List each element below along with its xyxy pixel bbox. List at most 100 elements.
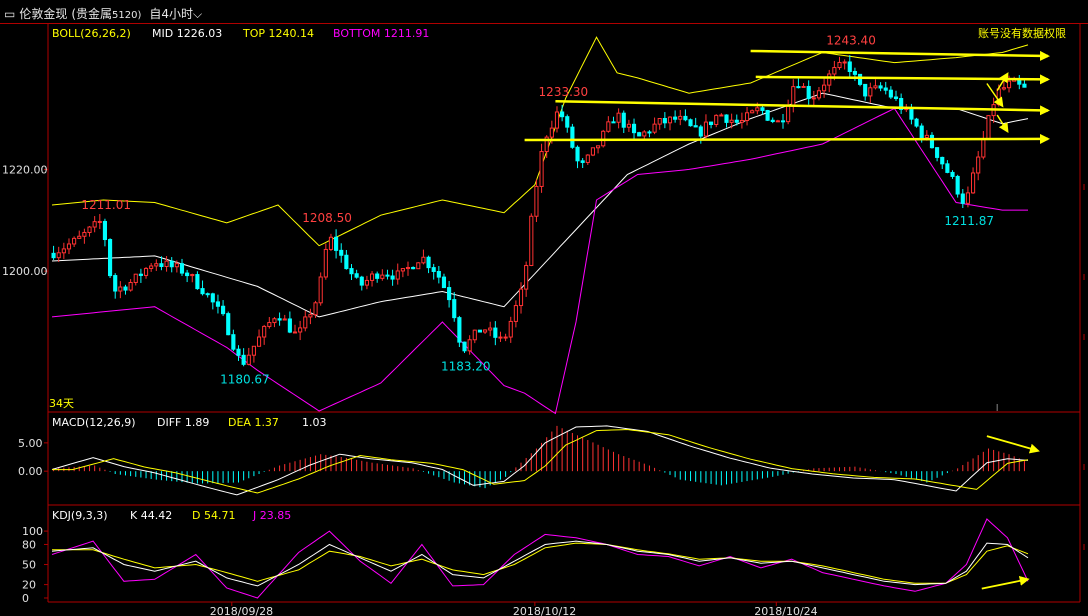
candle-body: [570, 126, 575, 148]
candle-body: [82, 231, 87, 237]
candle-body: [652, 123, 657, 133]
candle-body: [118, 286, 123, 292]
candle-body: [498, 336, 503, 339]
candle-body: [667, 116, 673, 124]
candle-body: [51, 252, 56, 259]
candle-body: [323, 248, 328, 278]
candle-body: [590, 147, 596, 156]
candle-body: [128, 281, 133, 291]
candle-body: [221, 305, 226, 315]
price-annotation: 1233.30: [539, 85, 589, 99]
candle-body: [791, 86, 796, 107]
candle-body: [863, 83, 868, 97]
candle-body: [246, 354, 251, 365]
y-tick-label: 80: [22, 538, 36, 551]
candle-body: [267, 322, 272, 327]
candle-body: [842, 61, 847, 64]
candle-body: [149, 265, 154, 269]
candle-body: [123, 286, 128, 291]
macd-dea-line: [52, 428, 1029, 494]
window-toggle-icon[interactable]: ▭: [4, 7, 16, 21]
candle-body: [426, 256, 431, 269]
candle-body: [457, 317, 462, 343]
candle-body: [375, 273, 380, 279]
candle-body: [539, 151, 544, 187]
candle-body: [61, 248, 66, 254]
candle-body: [277, 318, 282, 321]
trend-lines: [524, 49, 1050, 144]
axis-labels: 1220.00 1200.00 2018/09/28 2018/10/12 2018/1…: [2, 163, 818, 616]
candle-body: [981, 138, 986, 158]
candle-body: [596, 145, 601, 149]
candle-body: [554, 111, 560, 129]
candle-body: [385, 274, 390, 277]
macd-trend-arrow: [986, 435, 1040, 454]
macd-diff-label: DIFF 1.89: [157, 416, 209, 429]
candle-body: [231, 334, 236, 350]
days-count: 34天: [49, 397, 74, 410]
candle-body: [395, 270, 400, 280]
candle-body: [159, 263, 164, 268]
candle-body: [169, 260, 174, 268]
price-annotation: 1208.50: [302, 211, 352, 225]
candle-body: [693, 125, 698, 128]
candle-body: [179, 263, 185, 274]
candle-body: [631, 123, 637, 134]
candle-body: [87, 226, 92, 233]
candle-body: [364, 279, 369, 286]
candle-body: [755, 107, 760, 112]
candle-body: [303, 316, 308, 329]
x-tick-label: 2018/10/24: [754, 605, 817, 616]
candle-body: [436, 270, 441, 278]
candle-body: [683, 115, 688, 121]
candle-body: [837, 61, 842, 69]
candle-body: [390, 275, 395, 280]
price-annotation: 1211.01: [81, 198, 131, 212]
candle-body: [560, 111, 565, 118]
candle-body: [955, 175, 960, 195]
y-tick-label: 1200.00: [2, 265, 48, 278]
candle-body: [729, 119, 734, 123]
candle-body: [811, 97, 816, 100]
candle-body: [524, 264, 529, 290]
candle-body: [72, 237, 77, 245]
candle-body: [210, 293, 215, 303]
candle-body: [780, 120, 786, 123]
candle-body: [662, 118, 667, 124]
candle-body: [714, 114, 719, 126]
candle-body: [688, 119, 693, 127]
period-selector[interactable]: 自4小时⌵: [149, 7, 206, 21]
candle-body: [226, 313, 231, 336]
candle-body: [133, 273, 138, 283]
boll-name[interactable]: BOLL(26,26,2): [52, 27, 131, 40]
y-tick-label: 100: [22, 525, 43, 538]
macd-name[interactable]: MACD(12,26,9): [52, 416, 136, 429]
candle-body: [97, 220, 102, 223]
candle-body: [544, 136, 549, 153]
candle-body: [416, 262, 421, 270]
candle-body: [272, 318, 277, 324]
price-chart[interactable]: 1220.00 1200.00 2018/09/28 2018/10/12 2018/1…: [0, 24, 1088, 616]
data-permission-notice: 账号没有数据权限: [978, 26, 1066, 40]
candle-body: [349, 268, 354, 275]
candle-body: [411, 266, 416, 270]
candle-body: [308, 314, 313, 318]
candle-body: [549, 127, 554, 138]
candle-body: [734, 119, 739, 123]
candle-body: [698, 126, 703, 137]
kdj-name[interactable]: KDJ(9,3,3): [52, 509, 108, 522]
candle-body: [462, 341, 467, 352]
window-titlebar: ▭ 伦敦金现 (贵金属5120) 自4小时⌵: [0, 0, 1088, 24]
candle-body: [775, 120, 780, 123]
candle-body: [262, 325, 267, 338]
candle-body: [113, 275, 118, 292]
candle-body: [924, 134, 929, 138]
candle-body: [102, 220, 108, 241]
candle-body: [960, 193, 965, 204]
trend-line: [524, 133, 1050, 144]
candle-body: [482, 329, 488, 333]
instrument-title[interactable]: ▭ 伦敦金现 (贵金属5120) 自4小时⌵: [4, 5, 210, 22]
y-tick-label: 20: [22, 579, 36, 592]
candle-body: [66, 243, 72, 250]
y-tick-label: 50: [22, 559, 36, 572]
